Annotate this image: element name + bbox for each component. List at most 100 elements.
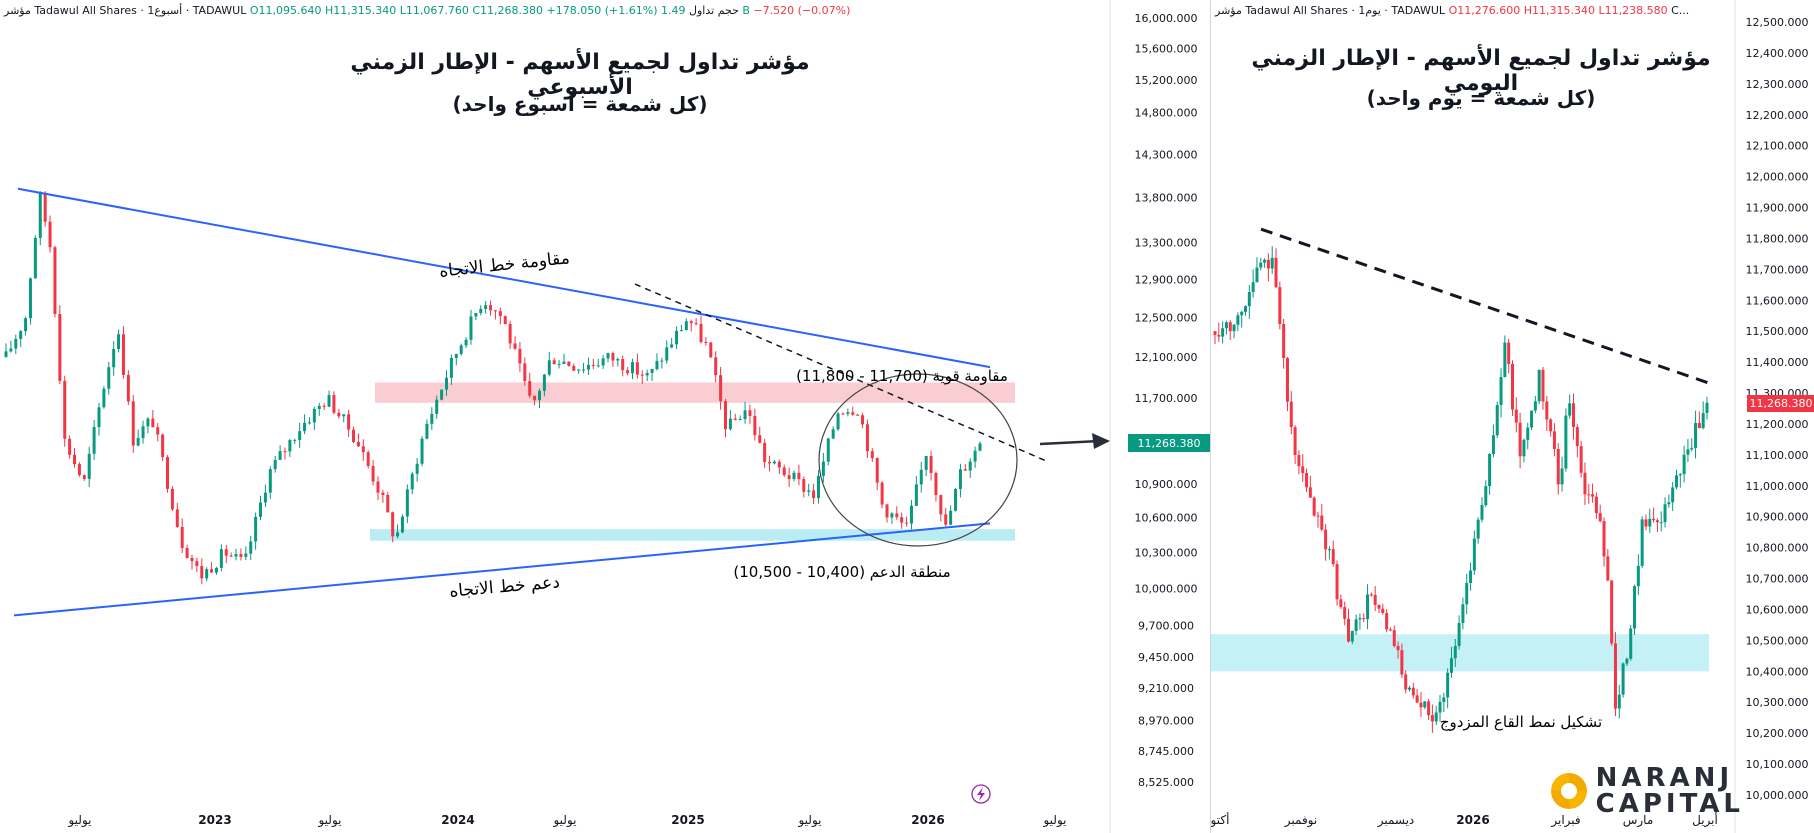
candle-body: [63, 380, 67, 439]
weekly-chart-panel[interactable]: مؤشر Tadawul All Shares · 1أسبوع · TADAW…: [0, 0, 1210, 833]
candle-body: [1236, 315, 1240, 325]
x-tick-label: يوليو: [67, 813, 91, 828]
candle-body: [865, 424, 869, 452]
candle-body: [1411, 687, 1415, 696]
candle-body: [146, 418, 150, 427]
candle-body: [1491, 435, 1495, 455]
candle-body: [1327, 549, 1331, 551]
weekly-ohlc-header: مؤشر Tadawul All Shares · 1أسبوع · TADAW…: [4, 4, 850, 17]
candle-body: [1369, 594, 1373, 596]
candle-body: [929, 456, 933, 473]
candle-body: [1427, 701, 1431, 716]
candle-body: [758, 435, 762, 443]
y-tick-label: 10,100.000: [1746, 758, 1809, 771]
candle-body: [1621, 663, 1625, 695]
arrow-line: [1039, 439, 1101, 446]
candle-body: [949, 510, 953, 525]
candle-body: [53, 247, 57, 314]
candle-body: [224, 549, 228, 556]
candle-body: [391, 512, 395, 537]
candle-body: [1549, 419, 1553, 432]
candle-body: [43, 192, 47, 222]
symbol-label: مؤشر Tadawul All Shares · 1أسبوع · TADAW…: [4, 4, 247, 17]
candle-body: [1663, 504, 1667, 523]
candle-body: [934, 472, 938, 496]
y-tick-label: 11,200.000: [1746, 418, 1809, 431]
candle-body: [1667, 502, 1671, 505]
candle-body: [963, 469, 967, 471]
candle-body: [978, 443, 982, 451]
daily-chart-panel[interactable]: مؤشر Tadawul All Shares · يوم1 · TADAWUL…: [1210, 0, 1814, 833]
candle-body: [714, 357, 718, 376]
candle-body: [102, 388, 106, 408]
arrow-head-icon: [1092, 433, 1110, 449]
candle-body: [307, 422, 311, 424]
lightning-icon[interactable]: [971, 784, 991, 804]
candle-body: [787, 475, 791, 480]
candle-body: [1625, 658, 1629, 664]
dashed-trendline[interactable]: [1260, 227, 1712, 386]
candle-body: [596, 365, 600, 367]
candle-body: [606, 353, 610, 359]
y-tick-label: 15,200.000: [1135, 74, 1198, 87]
candle-body: [601, 358, 605, 366]
y-tick-label: 10,800.000: [1746, 542, 1809, 555]
candle-body: [728, 418, 732, 430]
x-tick-label: يوليو: [317, 813, 341, 828]
daily-chart-svg[interactable]: 12,500.000 12,400.000 12,300.000 12,200.000…: [1211, 0, 1814, 833]
candle-body: [195, 561, 199, 567]
candle-body: [626, 370, 630, 374]
candle-body: [856, 414, 860, 416]
current-price-label: 11,268.380: [1138, 437, 1201, 450]
candle-body: [1408, 687, 1412, 690]
candle-body: [1449, 658, 1453, 673]
candle-body: [1469, 570, 1473, 583]
resistance-trendline[interactable]: [17, 187, 991, 369]
candle-body: [1434, 712, 1438, 722]
candle-body: [1297, 454, 1301, 467]
candle-body: [283, 451, 287, 453]
candle-body: [1396, 646, 1400, 651]
dashed-trendline[interactable]: [634, 283, 1049, 463]
candle-body: [1659, 522, 1663, 524]
candle-body: [498, 311, 502, 317]
candle-body: [361, 446, 365, 453]
candle-body: [954, 489, 958, 511]
candle-body: [1259, 262, 1263, 268]
candle-body: [229, 555, 233, 557]
candle-body: [1640, 519, 1644, 566]
high-value: H11,315.340: [324, 4, 397, 17]
candle-body: [312, 409, 316, 423]
candle-body: [792, 472, 796, 480]
candle-body: [303, 422, 307, 432]
candle-body: [1575, 426, 1579, 447]
candle-body: [1316, 515, 1320, 517]
y-tick-label: 12,100.000: [1746, 140, 1809, 153]
candle-body: [1339, 599, 1343, 608]
candle-body: [753, 416, 757, 436]
candle-body: [9, 348, 13, 352]
candle-body: [841, 413, 845, 415]
candle-body: [914, 484, 918, 506]
candle-body: [1572, 403, 1576, 427]
candle-body: [1430, 715, 1434, 722]
candle-body: [479, 308, 483, 314]
candle-body: [723, 401, 727, 430]
y-tick-label: 13,300.000: [1135, 236, 1198, 249]
candle-body: [449, 357, 453, 378]
candle-body: [684, 321, 688, 331]
weekly-chart-svg[interactable]: 16,000.000 15,600.000 15,200.000 14,800.000…: [0, 0, 1210, 833]
candle-body: [552, 360, 556, 365]
y-tick-label: 12,400.000: [1746, 47, 1809, 60]
candle-body: [1362, 618, 1366, 620]
candle-body: [1465, 582, 1469, 605]
logo-mark-icon: [1550, 773, 1587, 809]
candle-body: [1694, 423, 1698, 448]
y-tick-label: 10,000.000: [1746, 789, 1809, 802]
candle-body: [293, 439, 297, 441]
candle-body: [542, 374, 546, 391]
support-trendline[interactable]: [13, 522, 991, 617]
candle-body: [234, 554, 238, 557]
candle-body: [1461, 604, 1465, 624]
candle-body: [1510, 363, 1514, 410]
